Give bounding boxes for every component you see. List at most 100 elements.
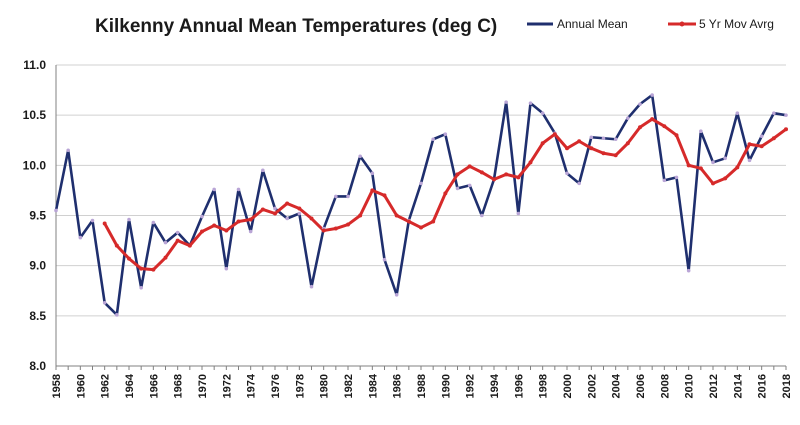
series-annual-mean-point <box>589 135 594 140</box>
x-tick-label: 1974 <box>246 373 258 398</box>
series-annual-mean-point <box>200 214 204 219</box>
series-moving-average-point <box>516 175 521 180</box>
x-tick-label: 2004 <box>611 373 623 398</box>
series-moving-average-point <box>613 153 618 158</box>
legend-moving-marker <box>679 21 685 27</box>
x-tick-labels: 1958 1960 1962 1964 1966 1968 1970 1972 1974 1976… <box>51 373 793 398</box>
series-annual-mean-point <box>66 148 70 153</box>
series-moving-average-point <box>759 144 764 149</box>
series-annual-mean-point <box>261 168 265 173</box>
series-moving-average-point <box>601 151 606 156</box>
series-moving-average-point <box>625 141 630 146</box>
series-annual-mean-point <box>346 194 350 199</box>
series-annual-mean-point <box>735 111 740 115</box>
series-annual-mean-point <box>175 230 180 235</box>
series-moving-average-point <box>236 219 241 224</box>
series-annual-mean-point <box>540 111 545 115</box>
series-annual-mean-point <box>54 208 58 213</box>
series-annual-mean-point <box>163 240 168 245</box>
series-annual-mean-point <box>115 313 119 317</box>
x-tick-label: 2018 <box>781 374 793 398</box>
series-annual-mean-point <box>601 136 606 141</box>
series-annual-mean-point <box>528 101 533 105</box>
x-tick-label: 2002 <box>586 374 598 398</box>
series-annual-mean-point <box>723 156 727 161</box>
series-moving-average-point <box>370 188 375 193</box>
series-annual-mean-point <box>90 218 95 223</box>
x-tick-label: 1984 <box>367 373 379 398</box>
series-moving-average-point <box>187 243 192 248</box>
axes <box>55 65 787 370</box>
x-tick-label: 1992 <box>465 374 477 398</box>
series-moving-average-point <box>771 136 776 141</box>
x-tick-label: 1962 <box>100 374 112 398</box>
series-moving-average-point <box>406 219 411 224</box>
series-annual-mean-point <box>480 213 484 218</box>
series-moving-average-point <box>504 172 509 177</box>
x-tick-label: 1970 <box>197 374 209 398</box>
y-tick-label: 9.0 <box>29 259 46 273</box>
series-annual-mean-point <box>650 93 654 97</box>
x-tick-label: 1980 <box>319 374 331 398</box>
x-tick-label: 1996 <box>513 374 525 398</box>
series-moving-average-point <box>528 160 533 165</box>
series-annual-mean-point <box>273 206 277 211</box>
series-annual-mean-point <box>102 300 107 305</box>
series-moving-average-point <box>467 164 472 169</box>
series-moving-average-point <box>260 207 265 212</box>
series-moving-average-point <box>455 172 460 177</box>
series-moving-average-point <box>686 163 691 168</box>
series-moving-average-point <box>114 243 119 248</box>
x-tick-label: 1988 <box>416 374 428 398</box>
series-annual-mean-point <box>626 116 630 120</box>
series-moving-average-point <box>443 191 448 196</box>
x-tick-label: 2010 <box>684 374 696 398</box>
y-tick-labels: 8.0 8.5 9.0 9.5 10.0 10.5 11.0 <box>23 58 47 373</box>
series-annual-mean-point <box>577 181 581 186</box>
y-tick-label: 11.0 <box>23 58 46 72</box>
series-moving-average-point <box>589 146 594 151</box>
series-annual-mean-point <box>431 137 435 142</box>
series-moving-average-point <box>333 226 338 231</box>
series-moving-average-point <box>662 124 667 129</box>
series-annual-mean-point <box>747 158 752 163</box>
series-moving-average-point <box>224 228 229 233</box>
x-tick-label: 2000 <box>562 374 574 398</box>
series-moving-average-point <box>200 229 204 234</box>
series-moving-average-point <box>297 206 302 211</box>
series-annual-mean-point <box>236 187 241 192</box>
x-tick-label: 2012 <box>708 374 720 398</box>
series-annual-mean-point <box>139 285 143 290</box>
x-tick-label: 1994 <box>489 373 501 398</box>
series-moving-average-point <box>139 266 144 271</box>
x-tick-label: 2014 <box>732 373 744 398</box>
chart-title: Kilkenny Annual Mean Temperatures (deg C… <box>95 16 497 37</box>
x-tick-label: 1998 <box>538 374 550 398</box>
series-moving-average-point <box>248 217 253 222</box>
series-annual-mean-point <box>382 257 387 262</box>
x-tick-label: 2006 <box>635 374 647 398</box>
series-annual-mean-point <box>358 154 362 159</box>
series-moving-average-point <box>273 211 277 216</box>
legend: Annual Mean 5 Yr Mov Avrg <box>527 17 774 31</box>
series-annual-mean-point <box>759 134 764 139</box>
series-annual-mean-point <box>455 186 460 191</box>
series-moving-average-point <box>175 238 180 243</box>
series-annual-mean-point <box>784 113 788 117</box>
series-moving-average-point <box>212 223 217 228</box>
series-annual-mean-point <box>467 183 472 188</box>
x-tick-label: 1978 <box>294 374 306 398</box>
y-tick-label: 10.0 <box>23 158 47 172</box>
series-annual-mean-point <box>638 102 642 106</box>
series-moving-average-point <box>552 132 557 137</box>
series-moving-average-point <box>479 170 484 175</box>
series-annual-mean-point <box>127 217 131 222</box>
series-moving-average-point <box>711 181 715 186</box>
y-tick-label: 10.5 <box>23 108 47 122</box>
x-tick-label: 1960 <box>75 374 87 398</box>
series-moving-average-point <box>674 133 679 138</box>
series-annual-mean-point <box>419 181 423 186</box>
series-annual-mean-point <box>224 266 229 271</box>
series-annual-mean-point <box>394 292 399 297</box>
